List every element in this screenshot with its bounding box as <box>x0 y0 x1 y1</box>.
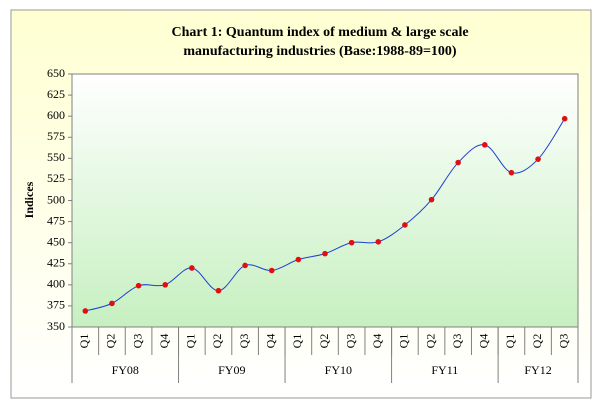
x-tick-label: Q2 <box>210 334 224 349</box>
y-tick-label: 650 <box>47 66 65 80</box>
y-tick-label: 350 <box>47 319 65 333</box>
x-tick-label: Q2 <box>104 334 118 349</box>
y-tick-label: 450 <box>47 234 65 248</box>
chart-title: manufacturing industries (Base:1988-89=1… <box>183 44 457 59</box>
marker <box>82 308 89 314</box>
y-tick-label: 375 <box>47 298 65 312</box>
marker <box>109 300 115 307</box>
y-axis-label: Indices <box>22 181 36 218</box>
marker <box>481 142 488 148</box>
y-tick-label: 600 <box>47 108 65 122</box>
y-tick-label: 525 <box>47 171 65 185</box>
x-tick-label: Q3 <box>237 334 251 349</box>
y-tick-label: 400 <box>47 277 65 291</box>
x-tick-label: Q3 <box>130 334 144 349</box>
x-tick-label: Q1 <box>290 334 304 349</box>
group-label: FY11 <box>431 363 458 377</box>
y-tick-label: 575 <box>47 129 65 143</box>
x-tick-label: Q4 <box>157 334 171 349</box>
group-label: FY09 <box>218 363 245 377</box>
x-tick-label: Q1 <box>503 334 517 349</box>
marker <box>428 196 435 203</box>
x-tick-label: Q4 <box>370 334 384 349</box>
x-tick-label: Q3 <box>343 334 357 349</box>
marker <box>162 282 169 288</box>
marker <box>215 287 222 294</box>
marker <box>295 256 302 263</box>
marker <box>375 239 382 245</box>
marker <box>508 169 515 176</box>
y-tick-label: 500 <box>47 192 65 206</box>
marker <box>561 115 568 122</box>
y-tick-label: 425 <box>47 256 65 270</box>
marker <box>135 282 142 289</box>
x-tick-label: Q3 <box>556 334 570 349</box>
x-tick-label: Q1 <box>397 334 411 349</box>
marker <box>189 265 195 271</box>
chart-title: Chart 1: Quantum index of medium & large… <box>171 25 468 40</box>
marker <box>242 262 248 269</box>
x-tick-label: Q1 <box>184 334 198 349</box>
marker <box>322 250 328 257</box>
marker <box>268 267 275 274</box>
x-tick-label: Q4 <box>477 334 491 349</box>
group-label: FY12 <box>524 363 551 377</box>
y-tick-label: 475 <box>47 213 65 227</box>
marker <box>402 222 408 228</box>
x-tick-label: Q2 <box>530 334 544 349</box>
x-tick-label: Q4 <box>263 334 277 349</box>
marker <box>348 239 355 246</box>
x-tick-label: Q1 <box>77 334 91 349</box>
x-tick-label: Q2 <box>423 334 437 349</box>
y-tick-label: 550 <box>47 150 65 164</box>
y-tick-label: 625 <box>47 87 65 101</box>
marker <box>535 156 541 162</box>
group-label: FY08 <box>112 363 139 377</box>
x-tick-label: Q3 <box>450 334 464 349</box>
marker <box>455 159 461 166</box>
plot-area <box>71 73 579 328</box>
group-label: FY10 <box>325 363 352 377</box>
x-tick-label: Q2 <box>317 334 331 349</box>
